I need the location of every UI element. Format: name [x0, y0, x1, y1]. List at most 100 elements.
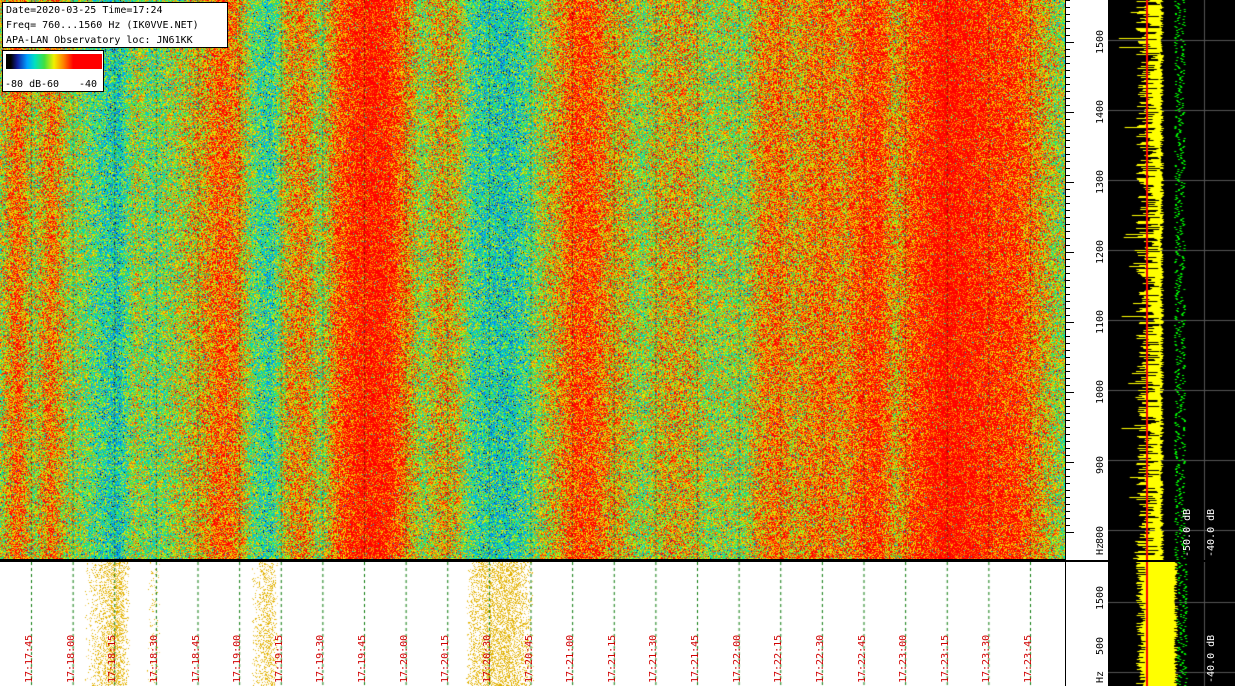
frequency-minor-tick [1066, 301, 1070, 302]
frequency-minor-tick [1066, 259, 1070, 260]
frequency-minor-tick [1066, 84, 1070, 85]
time-tick-label: 17:19:30 [315, 634, 327, 683]
frequency-minor-tick [1066, 105, 1070, 106]
time-tick-label: 17:21:15 [606, 634, 618, 683]
frequency-minor-tick [1066, 224, 1070, 225]
frequency-minor-tick [1066, 231, 1070, 232]
frequency-tick-mark [1066, 112, 1074, 113]
legend-tick-high: -40 [79, 79, 98, 90]
frequency-minor-tick [1066, 476, 1070, 477]
time-tick-label: 17:19:15 [273, 634, 285, 683]
observatory-label: APA-LAN Observatory loc: JN61KK [6, 35, 193, 46]
frequency-minor-tick [1066, 280, 1070, 281]
frequency-tick-label: 800 [1095, 525, 1106, 544]
frequency-tick-label: 1500 [1095, 29, 1106, 54]
frequency-minor-tick [1066, 434, 1070, 435]
date-time-label: Date=2020-03-25 Time=17:24 [6, 5, 163, 16]
frequency-minor-tick [1066, 294, 1070, 295]
frequency-minor-tick [1066, 133, 1070, 134]
time-tick-label: 17:23:30 [981, 634, 993, 683]
frequency-tick-label: 1200 [1095, 239, 1106, 264]
frequency-minor-tick [1066, 308, 1070, 309]
frequency-tick-mark [1066, 252, 1074, 253]
frequency-minor-tick [1066, 469, 1070, 470]
time-tick-label: 17:17:45 [24, 634, 35, 683]
frequency-minor-tick [1066, 238, 1070, 239]
frequency-minor-tick [1066, 483, 1070, 484]
frequency-minor-tick [1066, 203, 1070, 204]
frequency-minor-tick [1066, 525, 1070, 526]
frequency-minor-tick [1066, 63, 1070, 64]
time-tick-label: 17:20:00 [398, 634, 410, 683]
time-tick-label: 17:21:00 [565, 634, 577, 683]
frequency-minor-tick [1066, 518, 1070, 519]
frequency-axis [1065, 0, 1108, 560]
frequency-minor-tick [1066, 378, 1070, 379]
time-tick-label: 17:23:15 [939, 634, 951, 683]
frequency-minor-tick [1066, 49, 1070, 50]
time-tick-label: 17:20:45 [523, 634, 535, 683]
frequency-minor-tick [1066, 126, 1070, 127]
freq-unit-label: Hz [1095, 542, 1106, 555]
lower-freq-unit: Hz [1095, 670, 1106, 683]
frequency-minor-tick [1066, 441, 1070, 442]
time-tick-label: 17:20:30 [481, 634, 493, 683]
frequency-tick-label: 1300 [1095, 169, 1106, 194]
frequency-tick-mark [1066, 182, 1074, 183]
frequency-range-label: Freq= 760...1560 Hz (IK0VVE.NET) [6, 20, 199, 31]
frequency-tick-label: 900 [1095, 455, 1106, 474]
time-tick-label: 17:22:45 [856, 634, 868, 683]
frequency-minor-tick [1066, 119, 1070, 120]
frequency-minor-tick [1066, 504, 1070, 505]
frequency-minor-tick [1066, 91, 1070, 92]
frequency-minor-tick [1066, 140, 1070, 141]
time-tick-label: 17:23:45 [1023, 634, 1034, 683]
info-box: Date=2020-03-25 Time=17:24 Freq= 760...1… [2, 2, 228, 48]
frequency-minor-tick [1066, 329, 1070, 330]
frequency-tick-mark [1066, 392, 1074, 393]
frequency-minor-tick [1066, 497, 1070, 498]
frequency-minor-tick [1066, 161, 1070, 162]
time-tick-label: 17:20:15 [440, 634, 452, 683]
frequency-minor-tick [1066, 336, 1070, 337]
frequency-minor-tick [1066, 448, 1070, 449]
time-tick-label: 17:18:15 [107, 634, 119, 683]
frequency-tick-mark [1066, 462, 1074, 463]
frequency-minor-tick [1066, 210, 1070, 211]
frequency-minor-tick [1066, 28, 1070, 29]
panel-separator [0, 559, 1235, 562]
frequency-minor-tick [1066, 399, 1070, 400]
frequency-minor-tick [1066, 56, 1070, 57]
time-tick-label: 17:18:45 [190, 634, 202, 683]
frequency-minor-tick [1066, 511, 1070, 512]
frequency-minor-tick [1066, 196, 1070, 197]
frequency-minor-tick [1066, 7, 1070, 8]
db-label: -40.0 dB [1206, 634, 1217, 683]
frequency-axis-lower [1065, 562, 1108, 686]
frequency-minor-tick [1066, 217, 1070, 218]
frequency-tick-mark [1066, 42, 1074, 43]
frequency-minor-tick [1066, 490, 1070, 491]
frequency-tick-mark [1066, 322, 1074, 323]
frequency-minor-tick [1066, 175, 1070, 176]
time-tick-label: 17:22:15 [773, 634, 785, 683]
frequency-minor-tick [1066, 14, 1070, 15]
time-tick-label: 17:21:30 [648, 634, 660, 683]
frequency-tick-label: 1100 [1095, 309, 1106, 334]
legend-tick-mid: -60 [41, 79, 60, 90]
frequency-minor-tick [1066, 189, 1070, 190]
time-tick-label: 17:21:45 [690, 634, 701, 683]
frequency-minor-tick [1066, 21, 1070, 22]
frequency-minor-tick [1066, 371, 1070, 372]
frequency-minor-tick [1066, 287, 1070, 288]
db-label: -50.0 dB [1182, 508, 1193, 557]
frequency-minor-tick [1066, 427, 1070, 428]
frequency-minor-tick [1066, 406, 1070, 407]
frequency-minor-tick [1066, 168, 1070, 169]
frequency-tick-label: 1000 [1095, 379, 1106, 404]
spectrum-panel [1108, 0, 1235, 560]
db-label: -40.0 dB [1206, 508, 1217, 557]
frequency-minor-tick [1066, 0, 1070, 1]
time-tick-label: 17:19:00 [232, 634, 244, 683]
lower-freq-tick: 1500 [1095, 585, 1106, 610]
